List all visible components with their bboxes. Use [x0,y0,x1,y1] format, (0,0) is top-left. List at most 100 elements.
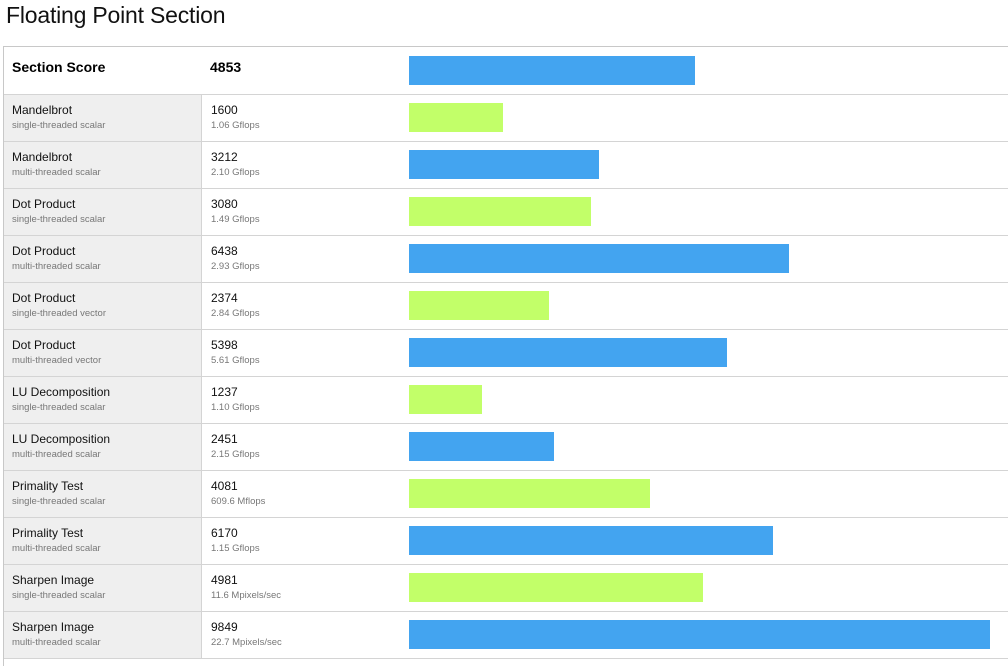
benchmark-bar-cell [409,471,1008,517]
benchmark-bar [409,573,703,602]
benchmark-variant: single-threaded scalar [12,402,106,413]
benchmark-score: 6438 [211,244,238,258]
benchmark-bar [409,197,591,226]
benchmark-name-cell: Mandelbrot single-threaded scalar [4,95,202,141]
benchmark-metric: 11.6 Mpixels/sec [211,590,282,601]
benchmark-bar-cell [409,377,1008,423]
benchmark-score-cell: 6438 2.93 Gflops [203,236,403,282]
results-table: Section Score 4853 Mandelbrot single-thre… [3,46,1008,666]
table-row: Dot Product single-threaded scalar 3080 1.4… [4,189,1008,236]
benchmark-score-cell: 6170 1.15 Gflops [203,518,403,564]
benchmark-name: Mandelbrot [12,103,73,117]
benchmark-bar [409,244,789,273]
benchmark-name: Primality Test [12,479,84,493]
benchmark-bar-cell [409,236,1008,282]
benchmark-score: 2374 [211,291,238,305]
section-score-label: Section Score [12,59,106,75]
benchmark-variant: multi-threaded scalar [12,637,101,648]
benchmark-metric: 1.10 Gflops [211,402,260,413]
benchmark-bar-cell [409,189,1008,235]
benchmark-name: Dot Product [12,197,76,211]
benchmark-name-cell: Dot Product single-threaded scalar [4,189,202,235]
benchmark-name: Dot Product [12,338,76,352]
page-title: Floating Point Section [6,2,226,28]
benchmark-name-cell: Primality Test multi-threaded scalar [4,518,202,564]
benchmark-score: 6170 [211,526,238,540]
benchmark-metric: 2.15 Gflops [211,449,260,460]
benchmark-score-cell: 2374 2.84 Gflops [203,283,403,329]
table-row: Mandelbrot single-threaded scalar 1600 1.06… [4,95,1008,142]
benchmark-bar [409,150,599,179]
benchmark-name: LU Decomposition [12,432,111,446]
benchmark-score-cell: 4981 11.6 Mpixels/sec [203,565,403,611]
benchmark-variant: single-threaded scalar [12,590,106,601]
benchmark-metric: 5.61 Gflops [211,355,260,366]
benchmark-name: Mandelbrot [12,150,73,164]
benchmark-metric: 1.49 Gflops [211,214,260,225]
benchmark-bar [409,385,482,414]
benchmark-bar [409,479,650,508]
benchmark-metric: 22.7 Mpixels/sec [211,637,282,648]
benchmark-score: 3080 [211,197,238,211]
benchmark-bar [409,620,990,649]
benchmark-name-cell: LU Decomposition multi-threaded scalar [4,424,202,470]
benchmark-variant: multi-threaded scalar [12,261,101,272]
benchmark-bar-cell [409,612,1008,658]
table-row: Dot Product multi-threaded vector 5398 5.61… [4,330,1008,377]
benchmark-name-cell: Primality Test single-threaded scalar [4,471,202,517]
benchmark-variant: single-threaded vector [12,308,106,319]
table-row: Sharpen Image single-threaded scalar 4981 1… [4,565,1008,612]
benchmark-name: Sharpen Image [12,573,95,587]
benchmark-bar-cell [409,142,1008,188]
benchmark-score-cell: 3212 2.10 Gflops [203,142,403,188]
benchmark-variant: multi-threaded vector [12,355,102,366]
table-row: LU Decomposition single-threaded scalar 12… [4,377,1008,424]
benchmark-score: 5398 [211,338,238,352]
benchmark-name: Dot Product [12,244,76,258]
table-row: Sharpen Image multi-threaded scalar 9849 22… [4,612,1008,659]
benchmark-score-cell: 1600 1.06 Gflops [203,95,403,141]
benchmark-bar-cell [409,565,1008,611]
benchmark-name-cell: LU Decomposition single-threaded scalar [4,377,202,423]
benchmark-score-cell: 4081 609.6 Mflops [203,471,403,517]
table-row: Dot Product single-threaded vector 2374 2.8… [4,283,1008,330]
benchmark-variant: multi-threaded scalar [12,167,101,178]
benchmark-metric: 1.15 Gflops [211,543,260,554]
benchmark-score-cell: 3080 1.49 Gflops [203,189,403,235]
benchmark-bar [409,103,503,132]
benchmark-bar-cell [409,424,1008,470]
benchmark-score-cell: 1237 1.10 Gflops [203,377,403,423]
benchmark-metric: 2.84 Gflops [211,308,260,319]
benchmark-score: 4981 [211,573,238,587]
benchmark-variant: single-threaded scalar [12,214,106,225]
benchmark-variant: single-threaded scalar [12,120,106,131]
section-score-row: Section Score 4853 [4,47,1008,95]
benchmark-score-cell: 9849 22.7 Mpixels/sec [203,612,403,658]
benchmark-name-cell: Dot Product single-threaded vector [4,283,202,329]
benchmark-score: 2451 [211,432,238,446]
table-row: Dot Product multi-threaded scalar 6438 2.93… [4,236,1008,283]
benchmark-name-cell: Sharpen Image single-threaded scalar [4,565,202,611]
benchmark-bar [409,432,554,461]
benchmark-bar [409,526,773,555]
section-score-value: 4853 [210,59,242,75]
benchmark-bar-cell [409,518,1008,564]
table-row: Primality Test multi-threaded scalar 6170 1… [4,518,1008,565]
section-bar-cell [409,47,1008,94]
benchmark-name: Sharpen Image [12,620,95,634]
benchmark-name-cell: Dot Product multi-threaded vector [4,330,202,376]
benchmark-score: 3212 [211,150,238,164]
benchmark-score-cell: 5398 5.61 Gflops [203,330,403,376]
table-row: Primality Test single-threaded scalar 4081… [4,471,1008,518]
benchmark-score: 4081 [211,479,238,493]
benchmark-score: 9849 [211,620,238,634]
benchmark-variant: multi-threaded scalar [12,543,101,554]
benchmark-name-cell: Sharpen Image multi-threaded scalar [4,612,202,658]
benchmark-variant: single-threaded scalar [12,496,106,507]
table-row: Mandelbrot multi-threaded scalar 3212 2.10 … [4,142,1008,189]
section-score-bar [409,56,695,85]
benchmark-name-cell: Mandelbrot multi-threaded scalar [4,142,202,188]
table-row: LU Decomposition multi-threaded scalar 245… [4,424,1008,471]
benchmark-metric: 609.6 Mflops [211,496,266,507]
benchmark-name: Primality Test [12,526,84,540]
